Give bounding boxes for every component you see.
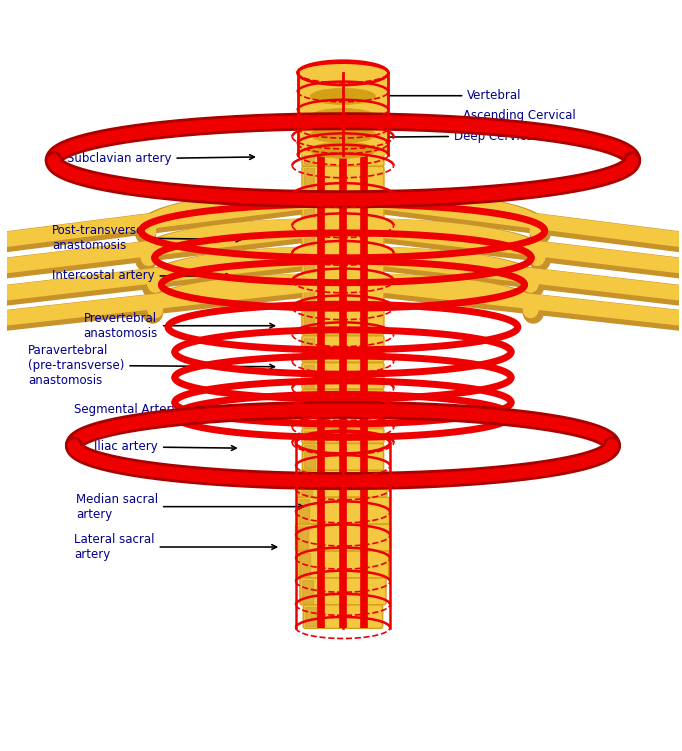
FancyBboxPatch shape <box>302 136 384 166</box>
Ellipse shape <box>310 89 376 104</box>
Text: Deep Cervical: Deep Cervical <box>353 130 537 143</box>
FancyBboxPatch shape <box>300 578 386 605</box>
FancyBboxPatch shape <box>302 166 384 196</box>
FancyBboxPatch shape <box>299 470 387 497</box>
FancyBboxPatch shape <box>302 227 384 254</box>
FancyBboxPatch shape <box>302 390 384 409</box>
FancyBboxPatch shape <box>302 363 384 389</box>
Text: Post-transverse
anastomosis: Post-transverse anastomosis <box>53 224 241 252</box>
FancyBboxPatch shape <box>302 255 384 282</box>
FancyBboxPatch shape <box>302 336 384 362</box>
Text: Vertebral: Vertebral <box>366 89 522 102</box>
Text: Ascending Cervical: Ascending Cervical <box>366 110 576 122</box>
FancyBboxPatch shape <box>297 73 388 155</box>
FancyBboxPatch shape <box>302 282 384 308</box>
FancyBboxPatch shape <box>295 524 390 551</box>
FancyBboxPatch shape <box>297 497 389 524</box>
Text: Lateral sacral
artery: Lateral sacral artery <box>74 533 276 561</box>
FancyBboxPatch shape <box>302 429 384 443</box>
FancyBboxPatch shape <box>302 197 384 226</box>
Ellipse shape <box>310 108 376 125</box>
Text: Intercostal artery: Intercostal artery <box>52 270 231 282</box>
FancyBboxPatch shape <box>297 551 389 578</box>
FancyBboxPatch shape <box>303 605 383 629</box>
Text: Paravertebral
(pre-transverse)
anastomosis: Paravertebral (pre-transverse) anastomos… <box>28 344 274 387</box>
Text: Prevertebral
anastomosis: Prevertebral anastomosis <box>84 312 274 339</box>
FancyBboxPatch shape <box>302 410 384 428</box>
FancyBboxPatch shape <box>302 309 384 335</box>
FancyBboxPatch shape <box>302 443 384 470</box>
Ellipse shape <box>310 127 376 143</box>
Ellipse shape <box>310 142 376 158</box>
Text: Median sacral
artery: Median sacral artery <box>76 493 303 520</box>
Text: Segmental Artery: Segmental Artery <box>74 403 274 416</box>
Text: Subclavian artery: Subclavian artery <box>67 152 254 165</box>
Ellipse shape <box>297 61 388 85</box>
Text: Iliac artery: Iliac artery <box>94 440 236 454</box>
